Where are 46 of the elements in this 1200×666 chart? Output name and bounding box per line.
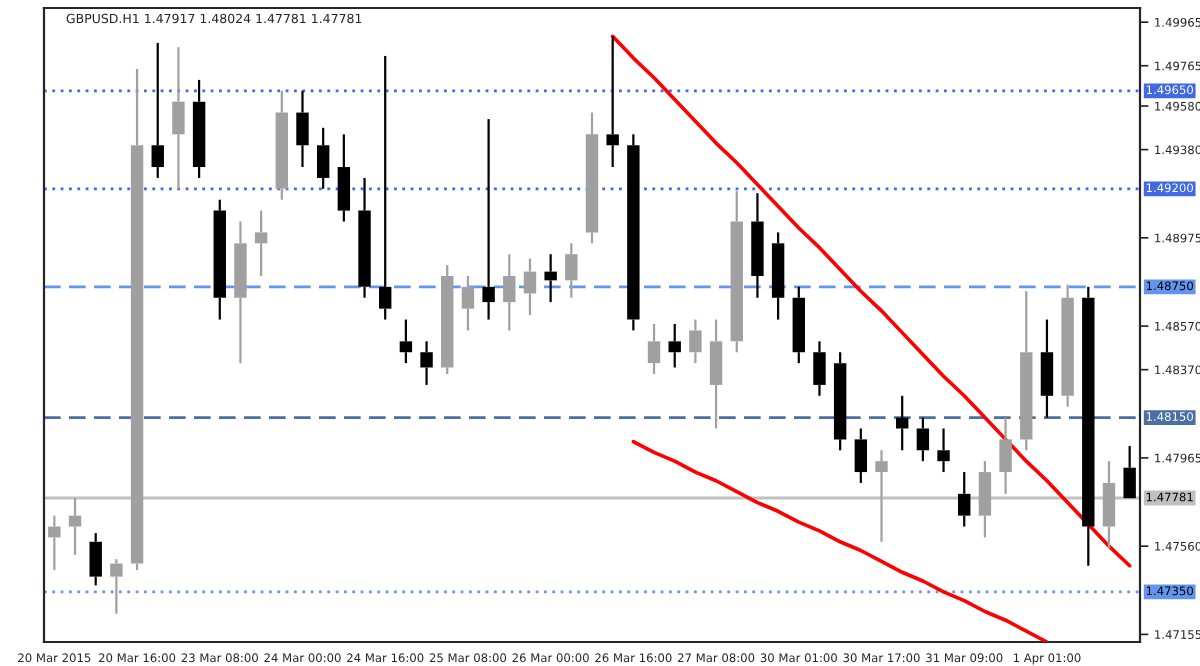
candlestick (358, 176, 371, 299)
candlestick (937, 427, 950, 474)
candlestick (1082, 285, 1095, 567)
candlestick (420, 340, 433, 387)
candlestick (771, 231, 785, 321)
line-series (610, 34, 1132, 568)
candlestick (1040, 318, 1054, 419)
candlestick (833, 351, 847, 452)
candlestick (958, 470, 971, 528)
candlestick (234, 220, 247, 365)
candlestick (854, 427, 868, 485)
candlestick (482, 118, 495, 321)
line-series (631, 439, 1049, 642)
candlestick (751, 192, 764, 299)
candlestick (978, 460, 992, 539)
candlestick (213, 198, 226, 321)
candlestick (337, 133, 351, 223)
candlestick (110, 558, 123, 615)
candlestick (565, 242, 578, 299)
candlestick (523, 257, 537, 317)
candlestick (606, 35, 619, 169)
candlestick (68, 497, 82, 556)
candlestick (48, 514, 61, 572)
candlestick (709, 318, 723, 430)
candlestick (379, 54, 392, 321)
candlestick (151, 41, 164, 180)
candlestick (689, 318, 702, 365)
candlestick (503, 253, 516, 332)
candlestick (441, 263, 454, 376)
candlestick (585, 111, 599, 245)
candlestick (296, 89, 309, 169)
candlestick (813, 340, 826, 397)
candlestick (1061, 283, 1074, 408)
candlestick (730, 189, 743, 354)
candlestick (1020, 290, 1033, 452)
candlestick (399, 318, 413, 365)
candlestick (254, 209, 268, 278)
candlestick (1102, 460, 1116, 550)
candlestick (875, 449, 888, 543)
candlestick (999, 416, 1012, 495)
candlestick (192, 78, 206, 180)
candlestick (461, 274, 475, 332)
candlestick (544, 253, 557, 304)
candlestick (172, 46, 185, 190)
candlestick (275, 89, 289, 201)
candlestick (792, 285, 805, 365)
